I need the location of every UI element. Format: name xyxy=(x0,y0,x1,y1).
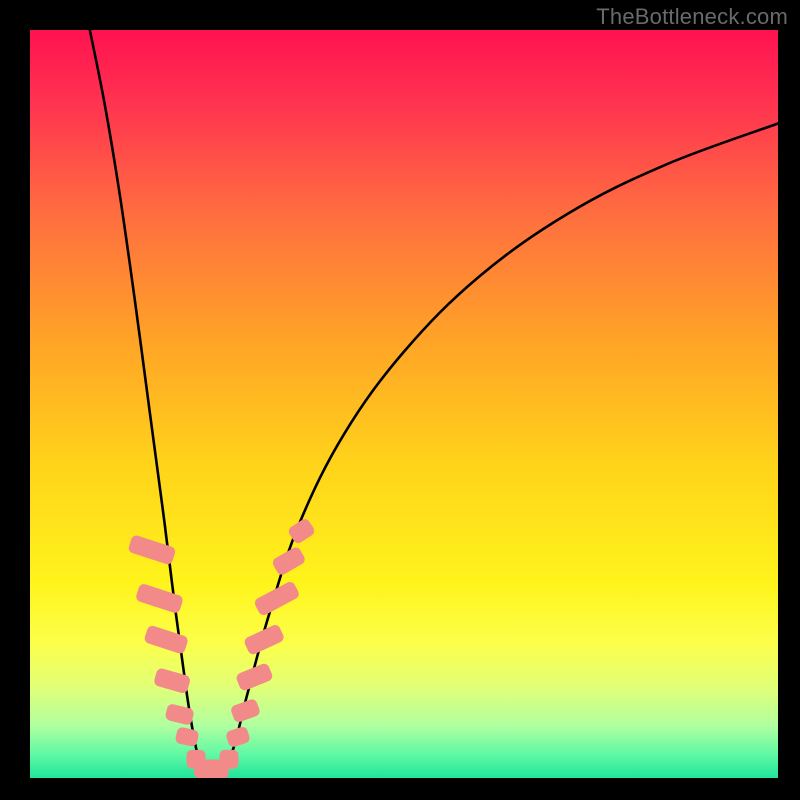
curve-right xyxy=(224,124,778,775)
watermark-text: TheBottleneck.com xyxy=(596,4,788,30)
valley-marker xyxy=(128,535,176,565)
curve-left xyxy=(90,30,202,774)
valley-marker xyxy=(220,750,238,768)
valley-marker xyxy=(144,625,188,654)
plot-area xyxy=(30,30,778,778)
valley-marker xyxy=(226,726,251,747)
chart-container: TheBottleneck.com xyxy=(0,0,800,800)
curves-svg xyxy=(30,30,778,778)
valley-marker xyxy=(272,546,307,576)
valley-marker xyxy=(135,583,183,613)
valley-marker xyxy=(230,698,260,722)
valley-marker xyxy=(175,727,199,747)
